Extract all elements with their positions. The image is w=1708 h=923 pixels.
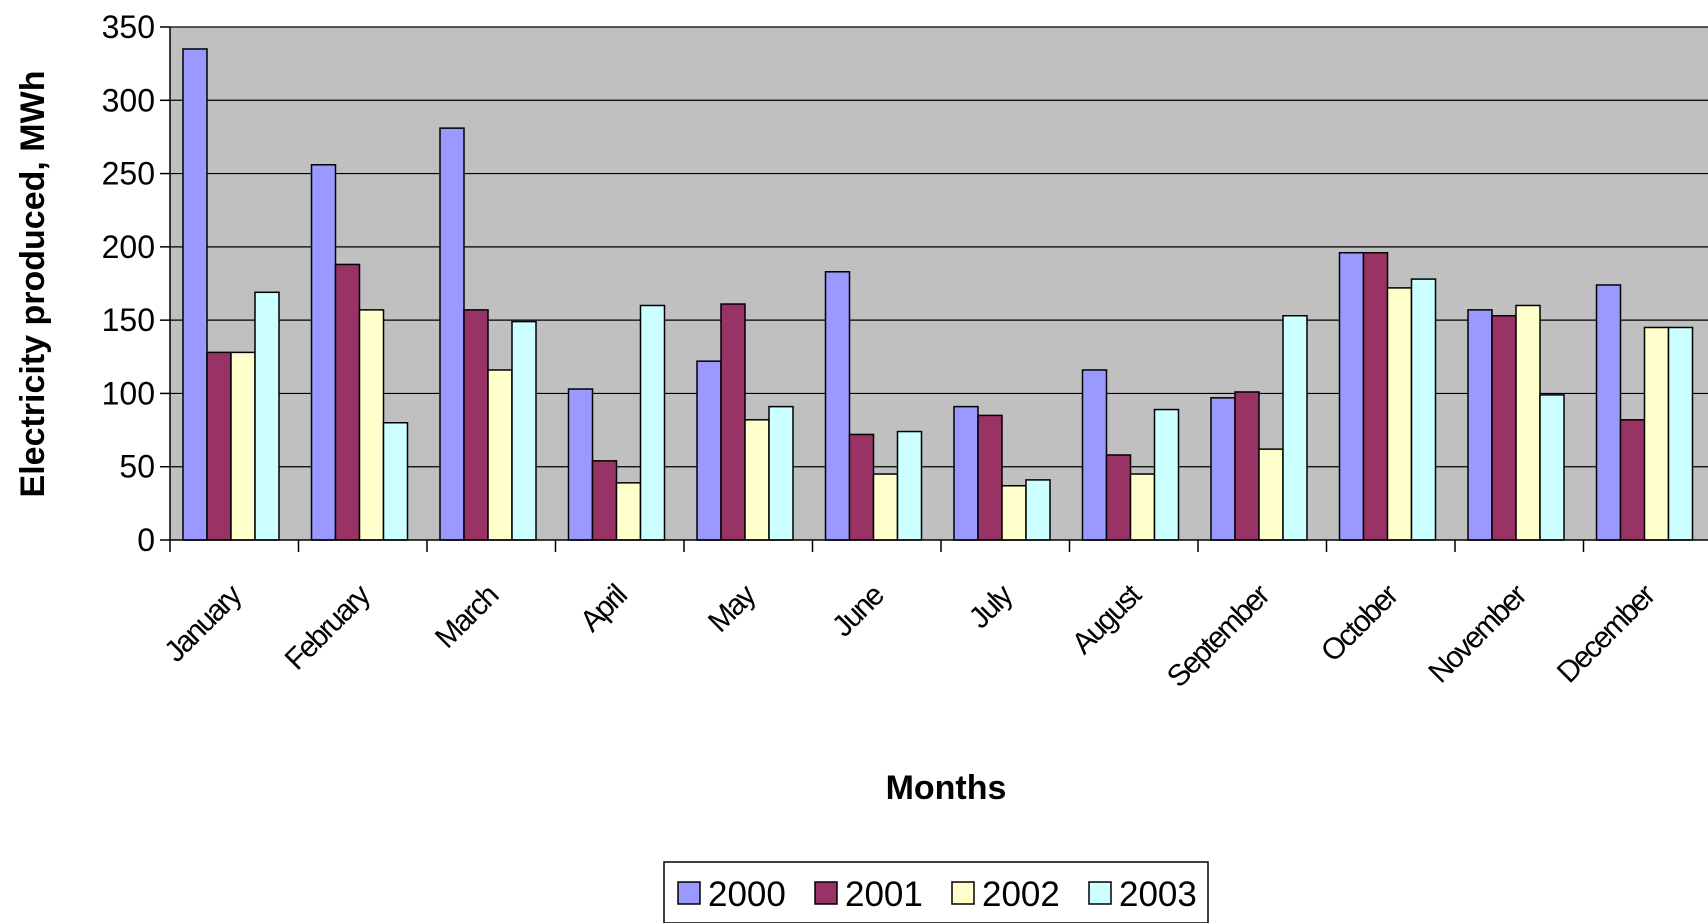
bar-2000-april xyxy=(567,388,594,541)
bar-2001-may xyxy=(720,303,746,541)
x-category-label: February xyxy=(279,578,377,676)
bar-2001-august xyxy=(1105,454,1132,541)
bar-2002-november xyxy=(1515,304,1541,541)
x-axis-title: Months xyxy=(886,769,1007,807)
bar-2003-september xyxy=(1282,314,1308,541)
legend-swatch-2000 xyxy=(677,881,701,905)
bar-2001-january xyxy=(206,351,232,541)
bar-2001-october xyxy=(1362,251,1389,541)
y-tick-label: 200 xyxy=(102,229,155,265)
bars xyxy=(182,48,1694,541)
bar-2002-december xyxy=(1643,326,1670,541)
x-category-label: May xyxy=(702,578,763,639)
bar-2003-april xyxy=(639,304,666,541)
y-tick-label: 0 xyxy=(137,522,155,558)
bar-2000-december xyxy=(1595,284,1622,541)
bar-2002-october xyxy=(1386,287,1413,541)
bar-2003-october xyxy=(1410,278,1437,541)
bar-2001-november xyxy=(1491,314,1517,541)
bar-2000-october xyxy=(1338,251,1365,541)
bar-2003-january xyxy=(254,291,280,541)
x-category-label: October xyxy=(1315,578,1405,668)
bar-2002-april xyxy=(615,482,642,541)
bar-2003-june xyxy=(896,430,923,541)
bar-2002-january xyxy=(230,351,256,541)
bar-2003-february xyxy=(382,421,409,541)
y-tick-label: 350 xyxy=(102,9,155,45)
legend-label-2002: 2002 xyxy=(982,875,1060,914)
x-category-label: November xyxy=(1422,578,1533,689)
bar-2001-march xyxy=(463,309,489,541)
bar-2000-june xyxy=(824,271,851,541)
bar-2000-may xyxy=(696,360,722,541)
bar-2003-july xyxy=(1025,479,1051,541)
bar-2001-february xyxy=(334,263,361,541)
bar-2001-september xyxy=(1234,391,1260,541)
bar-2003-may xyxy=(768,405,794,541)
bar-2003-august xyxy=(1153,408,1180,541)
y-tick-label: 300 xyxy=(102,82,155,118)
bar-2003-march xyxy=(511,320,537,541)
bar-2000-august xyxy=(1081,369,1108,541)
bar-2002-february xyxy=(358,309,385,541)
gridlines xyxy=(170,26,1708,468)
bar-2000-january xyxy=(182,48,208,541)
bar-2002-march xyxy=(487,369,513,541)
bar-2002-august xyxy=(1129,473,1156,541)
legend-label-2001: 2001 xyxy=(845,875,923,914)
bar-2002-september xyxy=(1258,448,1284,541)
x-category-label: June xyxy=(826,579,891,644)
bar-2003-december xyxy=(1667,326,1694,541)
legend-label-2000: 2000 xyxy=(708,875,786,914)
bar-2000-july xyxy=(953,405,979,541)
bar-2000-november xyxy=(1467,309,1493,541)
bar-2001-december xyxy=(1619,419,1646,541)
x-category-label: March xyxy=(429,579,504,654)
bar-2001-april xyxy=(591,460,618,541)
legend-swatch-2001 xyxy=(814,881,838,905)
legend-label-2003: 2003 xyxy=(1119,875,1197,914)
y-tick-label: 50 xyxy=(119,449,155,485)
x-category-label: January xyxy=(158,578,248,668)
bar-2001-july xyxy=(977,414,1003,541)
bar-2001-june xyxy=(848,433,875,541)
x-category-label: August xyxy=(1066,578,1149,661)
x-category-label: April xyxy=(574,579,633,638)
y-tick-label: 250 xyxy=(102,156,155,192)
axes xyxy=(160,26,1708,552)
plot-area-background xyxy=(170,27,1708,540)
y-tick-label: 150 xyxy=(102,302,155,338)
x-category-label: September xyxy=(1161,578,1277,694)
y-axis-tick-labels: 0 50 100 150 200 250 300 350 xyxy=(102,9,155,558)
bar-2003-november xyxy=(1539,394,1565,541)
bar-2002-july xyxy=(1001,485,1027,541)
x-category-label: December xyxy=(1551,578,1662,689)
x-axis-category-labels: January February March April May June July Augu… xyxy=(158,578,1662,694)
legend-box xyxy=(663,861,1209,923)
y-axis-title: Electricity produced, MWh xyxy=(14,71,52,498)
bar-2002-may xyxy=(744,419,770,541)
legend-swatch-2003 xyxy=(1088,881,1112,905)
bar-2000-september xyxy=(1210,397,1236,541)
legend-swatch-2002 xyxy=(951,881,975,905)
bar-2002-june xyxy=(872,473,899,541)
legend: 2000 2001 2002 2003 xyxy=(663,861,1209,923)
bar-2000-march xyxy=(439,127,465,541)
bar-2000-february xyxy=(310,164,337,541)
y-tick-label: 100 xyxy=(102,375,155,411)
x-category-label: July xyxy=(963,578,1020,635)
